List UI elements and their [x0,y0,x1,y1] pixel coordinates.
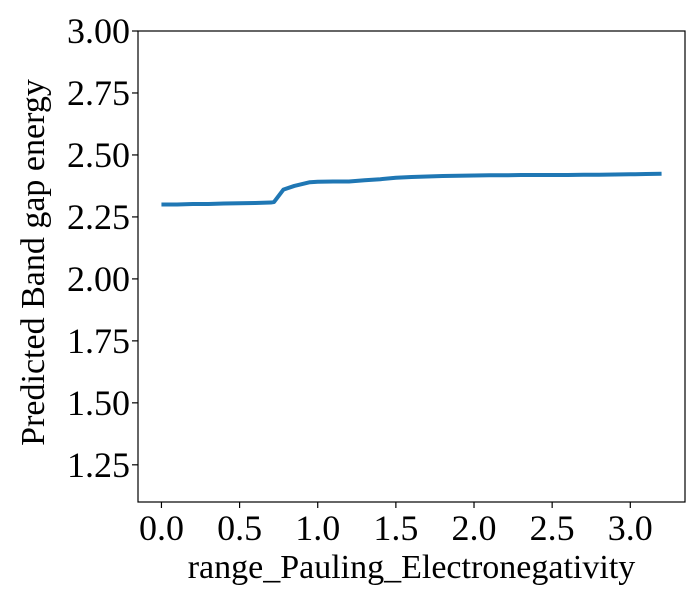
x-tick-label: 0.0 [139,508,184,548]
y-tick-label: 2.00 [67,259,130,299]
x-tick-label: 1.0 [295,508,340,548]
y-tick-label: 1.75 [67,321,130,361]
x-axis-label: range_Pauling_Electronegativity [188,549,636,586]
x-tick-label: 2.0 [452,508,497,548]
y-tick-label: 2.25 [67,197,130,237]
axes: 0.0 0.5 1.0 1.5 2.0 2.5 3.0 1.25 1.50 1.75 2.00 2.2… [67,11,686,548]
y-tick-label: 3.00 [67,11,130,51]
x-tick-label: 3.0 [608,508,653,548]
y-tick-label: 2.75 [67,73,130,113]
plot-area [161,171,662,207]
y-tick-label: 1.50 [67,383,130,423]
y-tick-label: 2.50 [67,135,130,175]
series-line-0 [161,171,662,207]
x-tick-label: 2.5 [530,508,575,548]
plot-frame [137,30,686,503]
x-tick-label: 1.5 [373,508,418,548]
y-axis-label: Predicted Band gap energy [15,79,52,446]
y-tick-label: 1.25 [67,445,130,485]
x-tick-label: 0.5 [217,508,262,548]
